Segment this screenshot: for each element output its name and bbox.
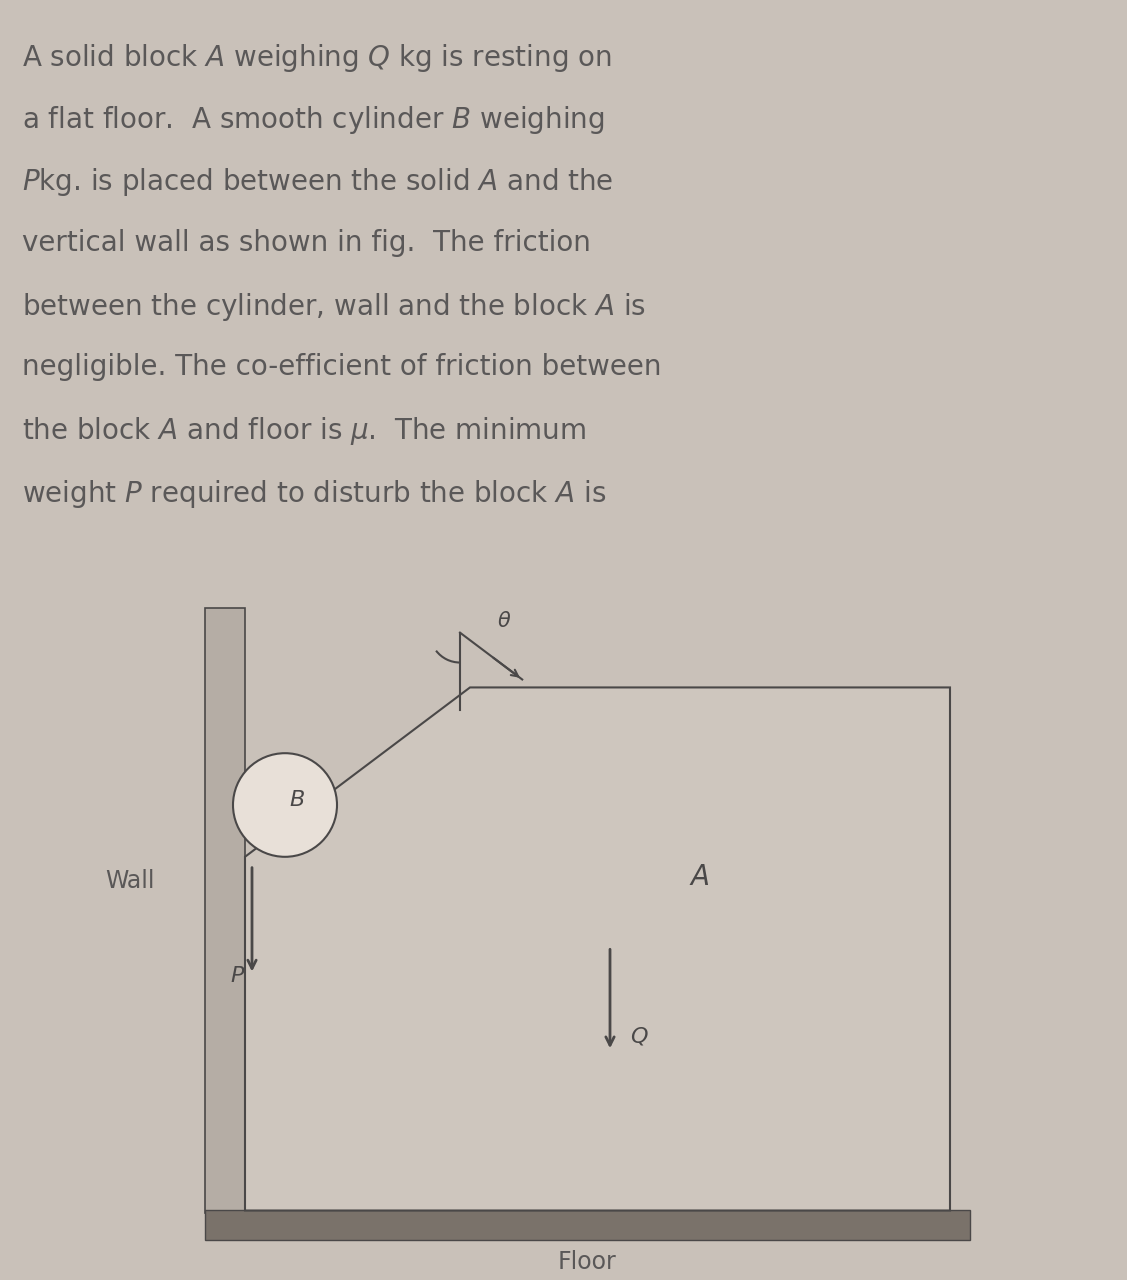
- Bar: [205, 1211, 970, 1240]
- Text: A: A: [691, 863, 710, 891]
- Text: Floor: Floor: [558, 1251, 616, 1275]
- Text: negligible. The co-efficient of friction between: negligible. The co-efficient of friction…: [23, 353, 662, 381]
- Text: vertical wall as shown in fig.  The friction: vertical wall as shown in fig. The frict…: [23, 229, 591, 257]
- Text: a flat floor.  A smooth cylinder $\mathit{B}$ weighing: a flat floor. A smooth cylinder $\mathit…: [23, 104, 604, 136]
- Text: P: P: [230, 966, 243, 987]
- Text: θ: θ: [498, 611, 511, 631]
- Text: Q: Q: [630, 1027, 648, 1046]
- Circle shape: [233, 753, 337, 856]
- Text: the block $\mathit{A}$ and floor is $\mu$.  The minimum: the block $\mathit{A}$ and floor is $\mu…: [23, 416, 586, 448]
- Text: Wall: Wall: [106, 869, 156, 892]
- Polygon shape: [245, 687, 950, 1211]
- Text: between the cylinder, wall and the block $\mathit{A}$ is: between the cylinder, wall and the block…: [23, 291, 646, 323]
- Text: weight $\mathit{P}$ required to disturb the block $\mathit{A}$ is: weight $\mathit{P}$ required to disturb …: [23, 477, 606, 509]
- Text: B: B: [290, 790, 304, 810]
- Text: A solid block $\mathit{A}$ weighing $\mathit{Q}$ kg is resting on: A solid block $\mathit{A}$ weighing $\ma…: [23, 42, 612, 74]
- Text: $\mathit{P}$kg. is placed between the solid $\mathit{A}$ and the: $\mathit{P}$kg. is placed between the so…: [23, 166, 613, 198]
- Bar: [205, 608, 245, 1213]
